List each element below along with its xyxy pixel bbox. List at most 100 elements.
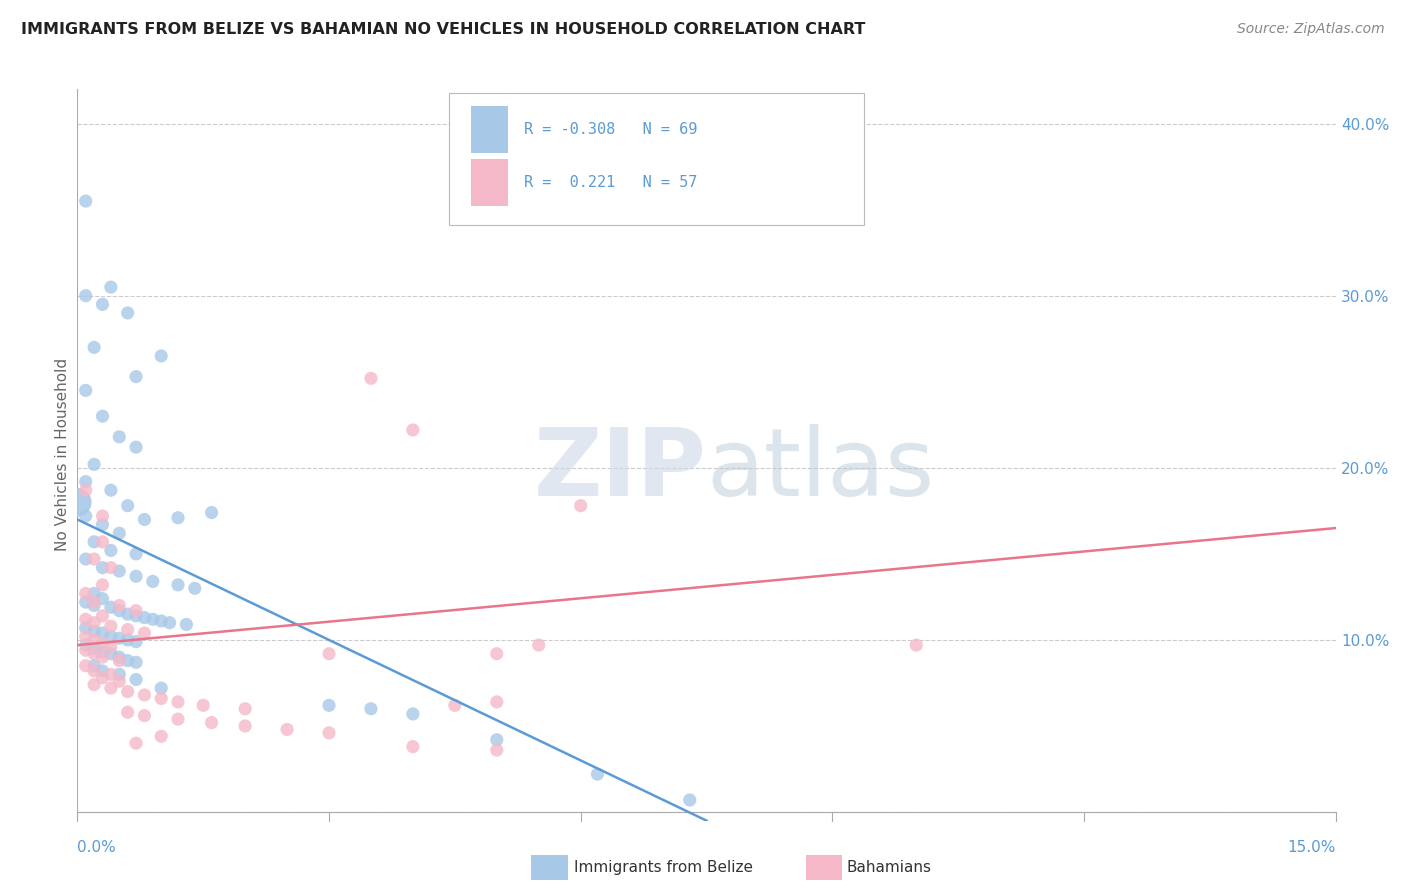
Text: 0.0%: 0.0% bbox=[77, 839, 117, 855]
Point bbox=[83, 678, 105, 692]
Point bbox=[75, 384, 97, 398]
Point bbox=[91, 409, 114, 424]
FancyBboxPatch shape bbox=[471, 106, 508, 153]
Point bbox=[117, 499, 139, 513]
Point bbox=[402, 739, 425, 754]
Point bbox=[108, 430, 131, 444]
Point bbox=[318, 698, 340, 713]
Point bbox=[125, 655, 148, 669]
Point bbox=[75, 475, 97, 489]
Point bbox=[125, 634, 148, 648]
Point bbox=[125, 569, 148, 583]
Point bbox=[75, 658, 97, 673]
Point bbox=[527, 638, 550, 652]
Point bbox=[75, 289, 97, 303]
Point bbox=[142, 612, 165, 626]
Point bbox=[117, 306, 139, 320]
Point bbox=[75, 621, 97, 635]
Point bbox=[276, 723, 298, 737]
Text: Immigrants from Belize: Immigrants from Belize bbox=[574, 860, 752, 874]
Point bbox=[569, 499, 592, 513]
Point bbox=[91, 645, 114, 659]
Point bbox=[83, 599, 105, 613]
Point bbox=[91, 608, 114, 623]
Point bbox=[485, 647, 508, 661]
Point bbox=[83, 340, 105, 354]
Point bbox=[91, 560, 114, 574]
FancyBboxPatch shape bbox=[471, 160, 508, 206]
Point bbox=[679, 793, 702, 807]
Point bbox=[100, 483, 122, 498]
Point bbox=[134, 626, 156, 640]
Point bbox=[125, 608, 148, 623]
Point bbox=[91, 508, 114, 523]
Point bbox=[402, 423, 425, 437]
Point bbox=[108, 564, 131, 578]
Point bbox=[100, 280, 122, 294]
Point bbox=[125, 736, 148, 750]
Point bbox=[108, 674, 131, 689]
Point bbox=[83, 641, 105, 656]
Point bbox=[360, 702, 382, 716]
Point bbox=[83, 586, 105, 600]
Point bbox=[108, 654, 131, 668]
Point bbox=[83, 658, 105, 673]
Point bbox=[485, 732, 508, 747]
Point bbox=[91, 578, 114, 592]
Point bbox=[91, 650, 114, 665]
Point bbox=[117, 607, 139, 621]
Point bbox=[91, 517, 114, 532]
Point bbox=[485, 695, 508, 709]
Text: 15.0%: 15.0% bbox=[1288, 839, 1336, 855]
Point bbox=[444, 698, 467, 713]
Point bbox=[83, 624, 105, 639]
Point bbox=[75, 638, 97, 652]
Point bbox=[83, 534, 105, 549]
Point bbox=[83, 595, 105, 609]
Point bbox=[150, 681, 173, 695]
Point bbox=[117, 684, 139, 698]
Point bbox=[125, 547, 148, 561]
Point bbox=[75, 595, 97, 609]
Point bbox=[360, 371, 382, 385]
Point bbox=[125, 440, 148, 454]
Point bbox=[108, 650, 131, 665]
Point bbox=[233, 702, 256, 716]
Point bbox=[150, 614, 173, 628]
Point bbox=[150, 691, 173, 706]
Point bbox=[83, 552, 105, 566]
Point bbox=[75, 552, 97, 566]
Point bbox=[91, 671, 114, 685]
Point bbox=[134, 688, 156, 702]
Point bbox=[91, 636, 114, 650]
Point bbox=[134, 610, 156, 624]
Point bbox=[108, 599, 131, 613]
Point bbox=[117, 623, 139, 637]
Point bbox=[184, 582, 207, 596]
Point bbox=[100, 640, 122, 654]
Point bbox=[200, 506, 222, 520]
FancyBboxPatch shape bbox=[449, 93, 863, 225]
Point bbox=[91, 297, 114, 311]
Point bbox=[91, 534, 114, 549]
Point bbox=[66, 495, 89, 509]
Point bbox=[100, 681, 122, 695]
Point bbox=[150, 729, 173, 743]
Point bbox=[108, 604, 131, 618]
Point bbox=[100, 560, 122, 574]
Point bbox=[905, 638, 928, 652]
Y-axis label: No Vehicles in Household: No Vehicles in Household bbox=[55, 359, 70, 551]
Point bbox=[75, 483, 97, 498]
Point bbox=[125, 673, 148, 687]
Point bbox=[318, 726, 340, 740]
Point bbox=[83, 632, 105, 647]
Point bbox=[83, 615, 105, 630]
Point bbox=[134, 708, 156, 723]
Point bbox=[75, 586, 97, 600]
Point bbox=[100, 647, 122, 661]
Text: R =  0.221   N = 57: R = 0.221 N = 57 bbox=[524, 176, 697, 190]
Point bbox=[91, 626, 114, 640]
Point bbox=[83, 664, 105, 678]
Point bbox=[167, 578, 190, 592]
Point bbox=[167, 510, 190, 524]
